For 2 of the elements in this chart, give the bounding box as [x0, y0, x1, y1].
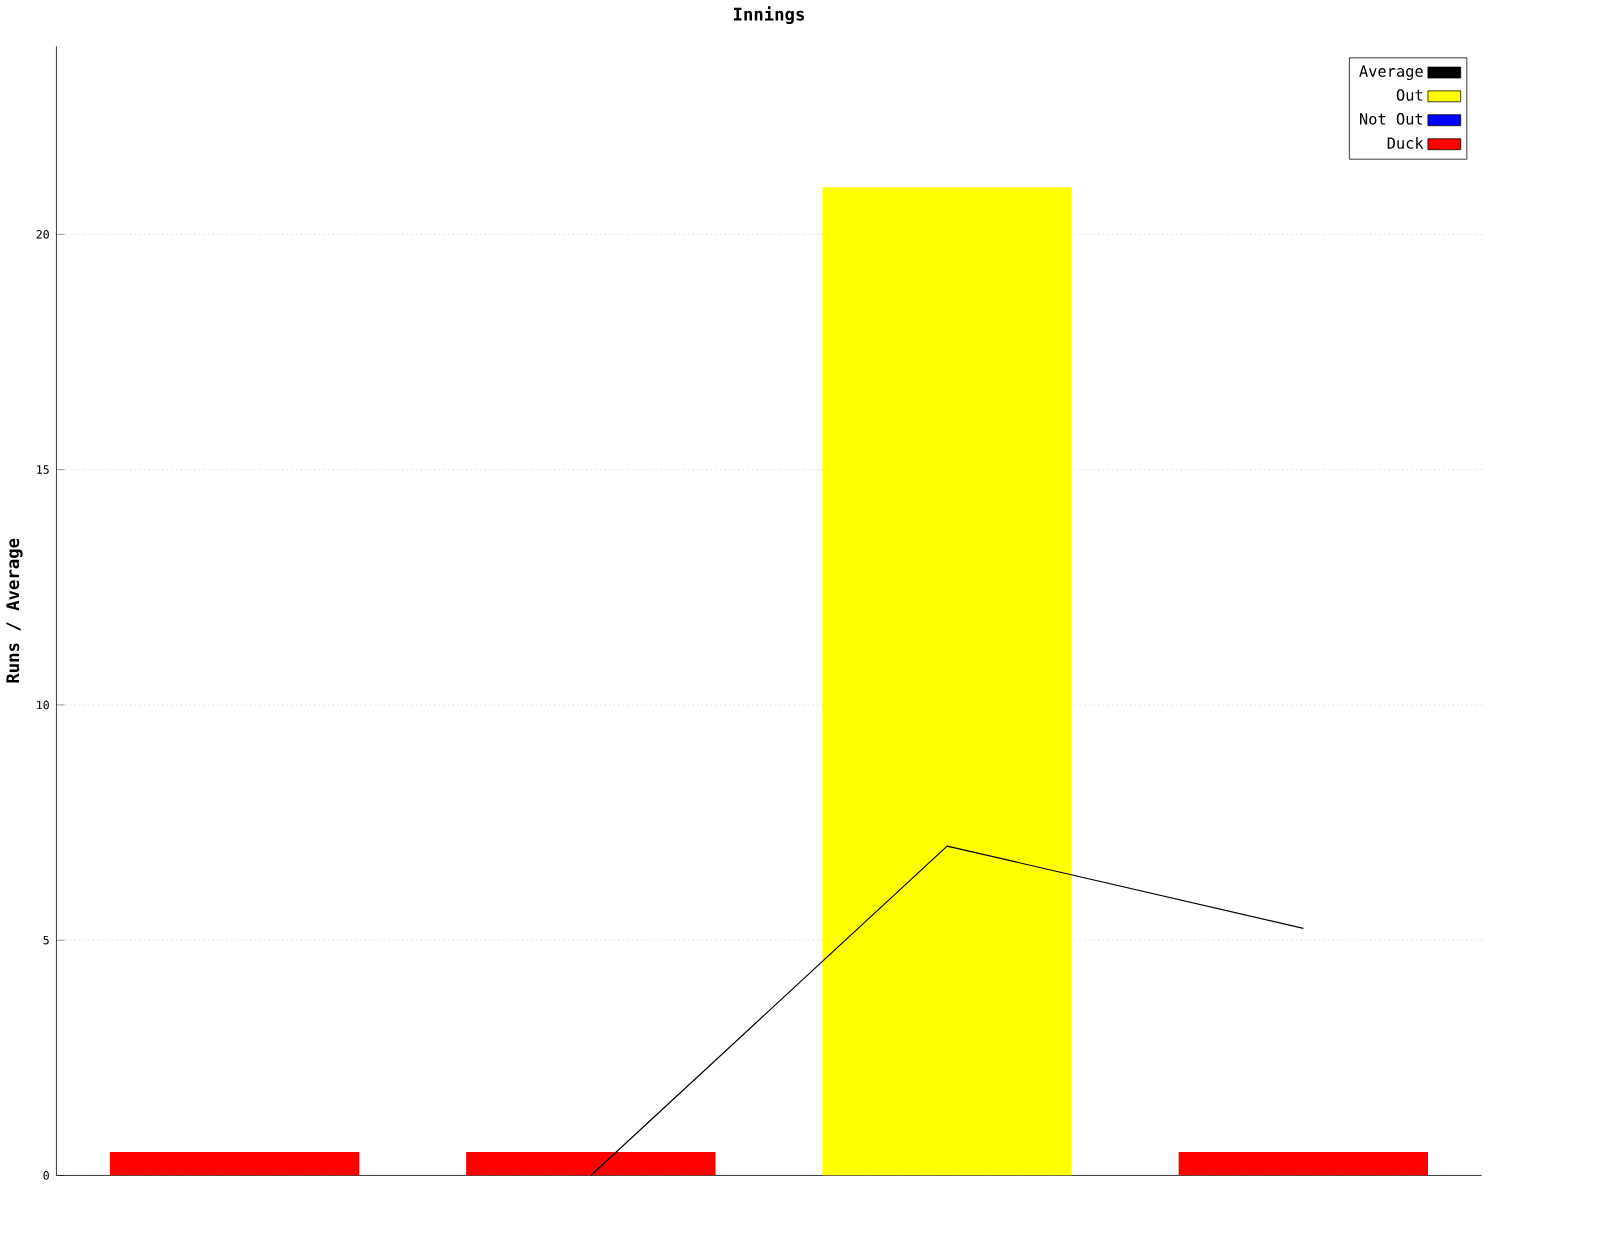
chart-title: Innings	[733, 6, 804, 25]
y-axis-title: Runs / Average	[6, 538, 23, 683]
